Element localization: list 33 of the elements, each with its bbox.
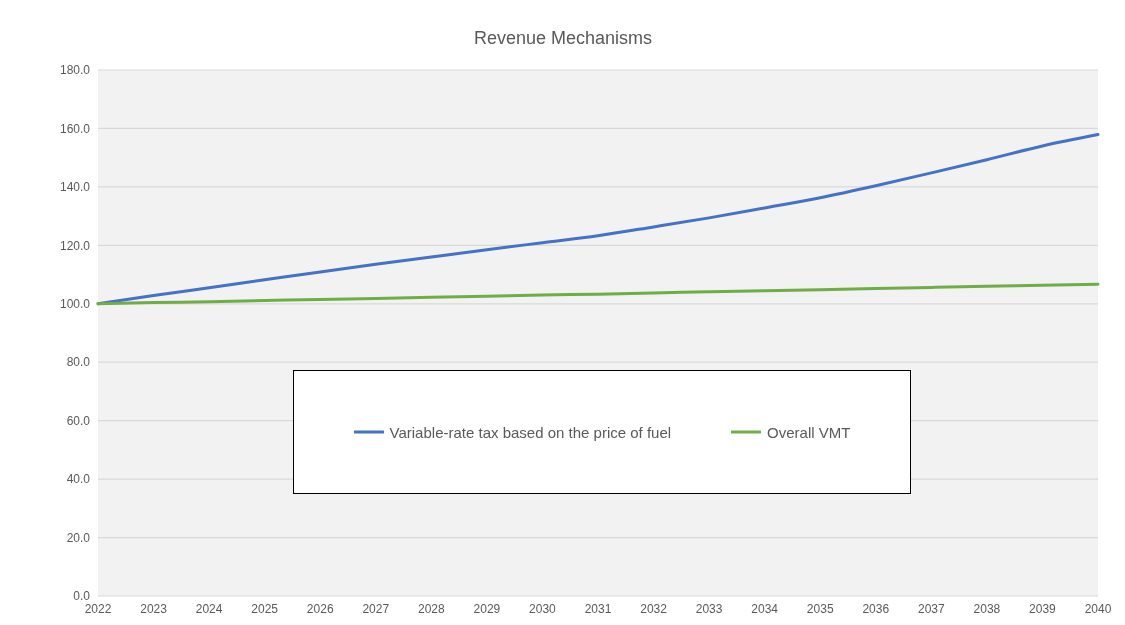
y-tick-label: 80.0 [66,355,91,370]
y-tick-label: 100.0 [59,297,91,312]
x-tick-label: 2029 [473,601,501,616]
x-tick-label: 2040 [1084,601,1112,616]
x-tick-label: 2034 [751,601,779,616]
x-tick-label: 2037 [917,601,945,616]
x-tick-label: 2023 [140,601,168,616]
x-tick-label: 2032 [640,601,668,616]
y-tick-label: 140.0 [59,180,91,195]
y-tick-label: 20.0 [66,530,91,545]
x-tick-label: 2036 [862,601,890,616]
line-series [96,282,1100,306]
y-tick-label: 0.0 [73,589,91,604]
x-tick-label: 2031 [584,601,612,616]
x-tick-label: 2033 [695,601,723,616]
legend-label: Overall VMT [767,423,851,441]
x-tick-label: 2026 [306,601,334,616]
x-tick-label: 2028 [417,601,445,616]
x-tick-label: 2027 [362,601,390,616]
x-tick-label: 2022 [84,601,112,616]
y-tick-label: 160.0 [59,121,91,136]
y-tick-label: 40.0 [66,472,91,487]
y-tick-label: 60.0 [66,413,91,428]
x-tick-label: 2025 [251,601,279,616]
x-tick-label: 2035 [806,601,834,616]
legend-label: Variable-rate tax based on the price of fuel [389,423,672,441]
x-tick-label: 2039 [1029,601,1057,616]
x-tick-label: 2024 [195,601,223,616]
chart-title: Revenue Mechanisms [472,28,654,49]
x-tick-label: 2030 [529,601,557,616]
x-tick-label: 2038 [973,601,1001,616]
y-tick-label: 120.0 [59,238,91,253]
y-tick-label: 180.0 [59,63,91,78]
